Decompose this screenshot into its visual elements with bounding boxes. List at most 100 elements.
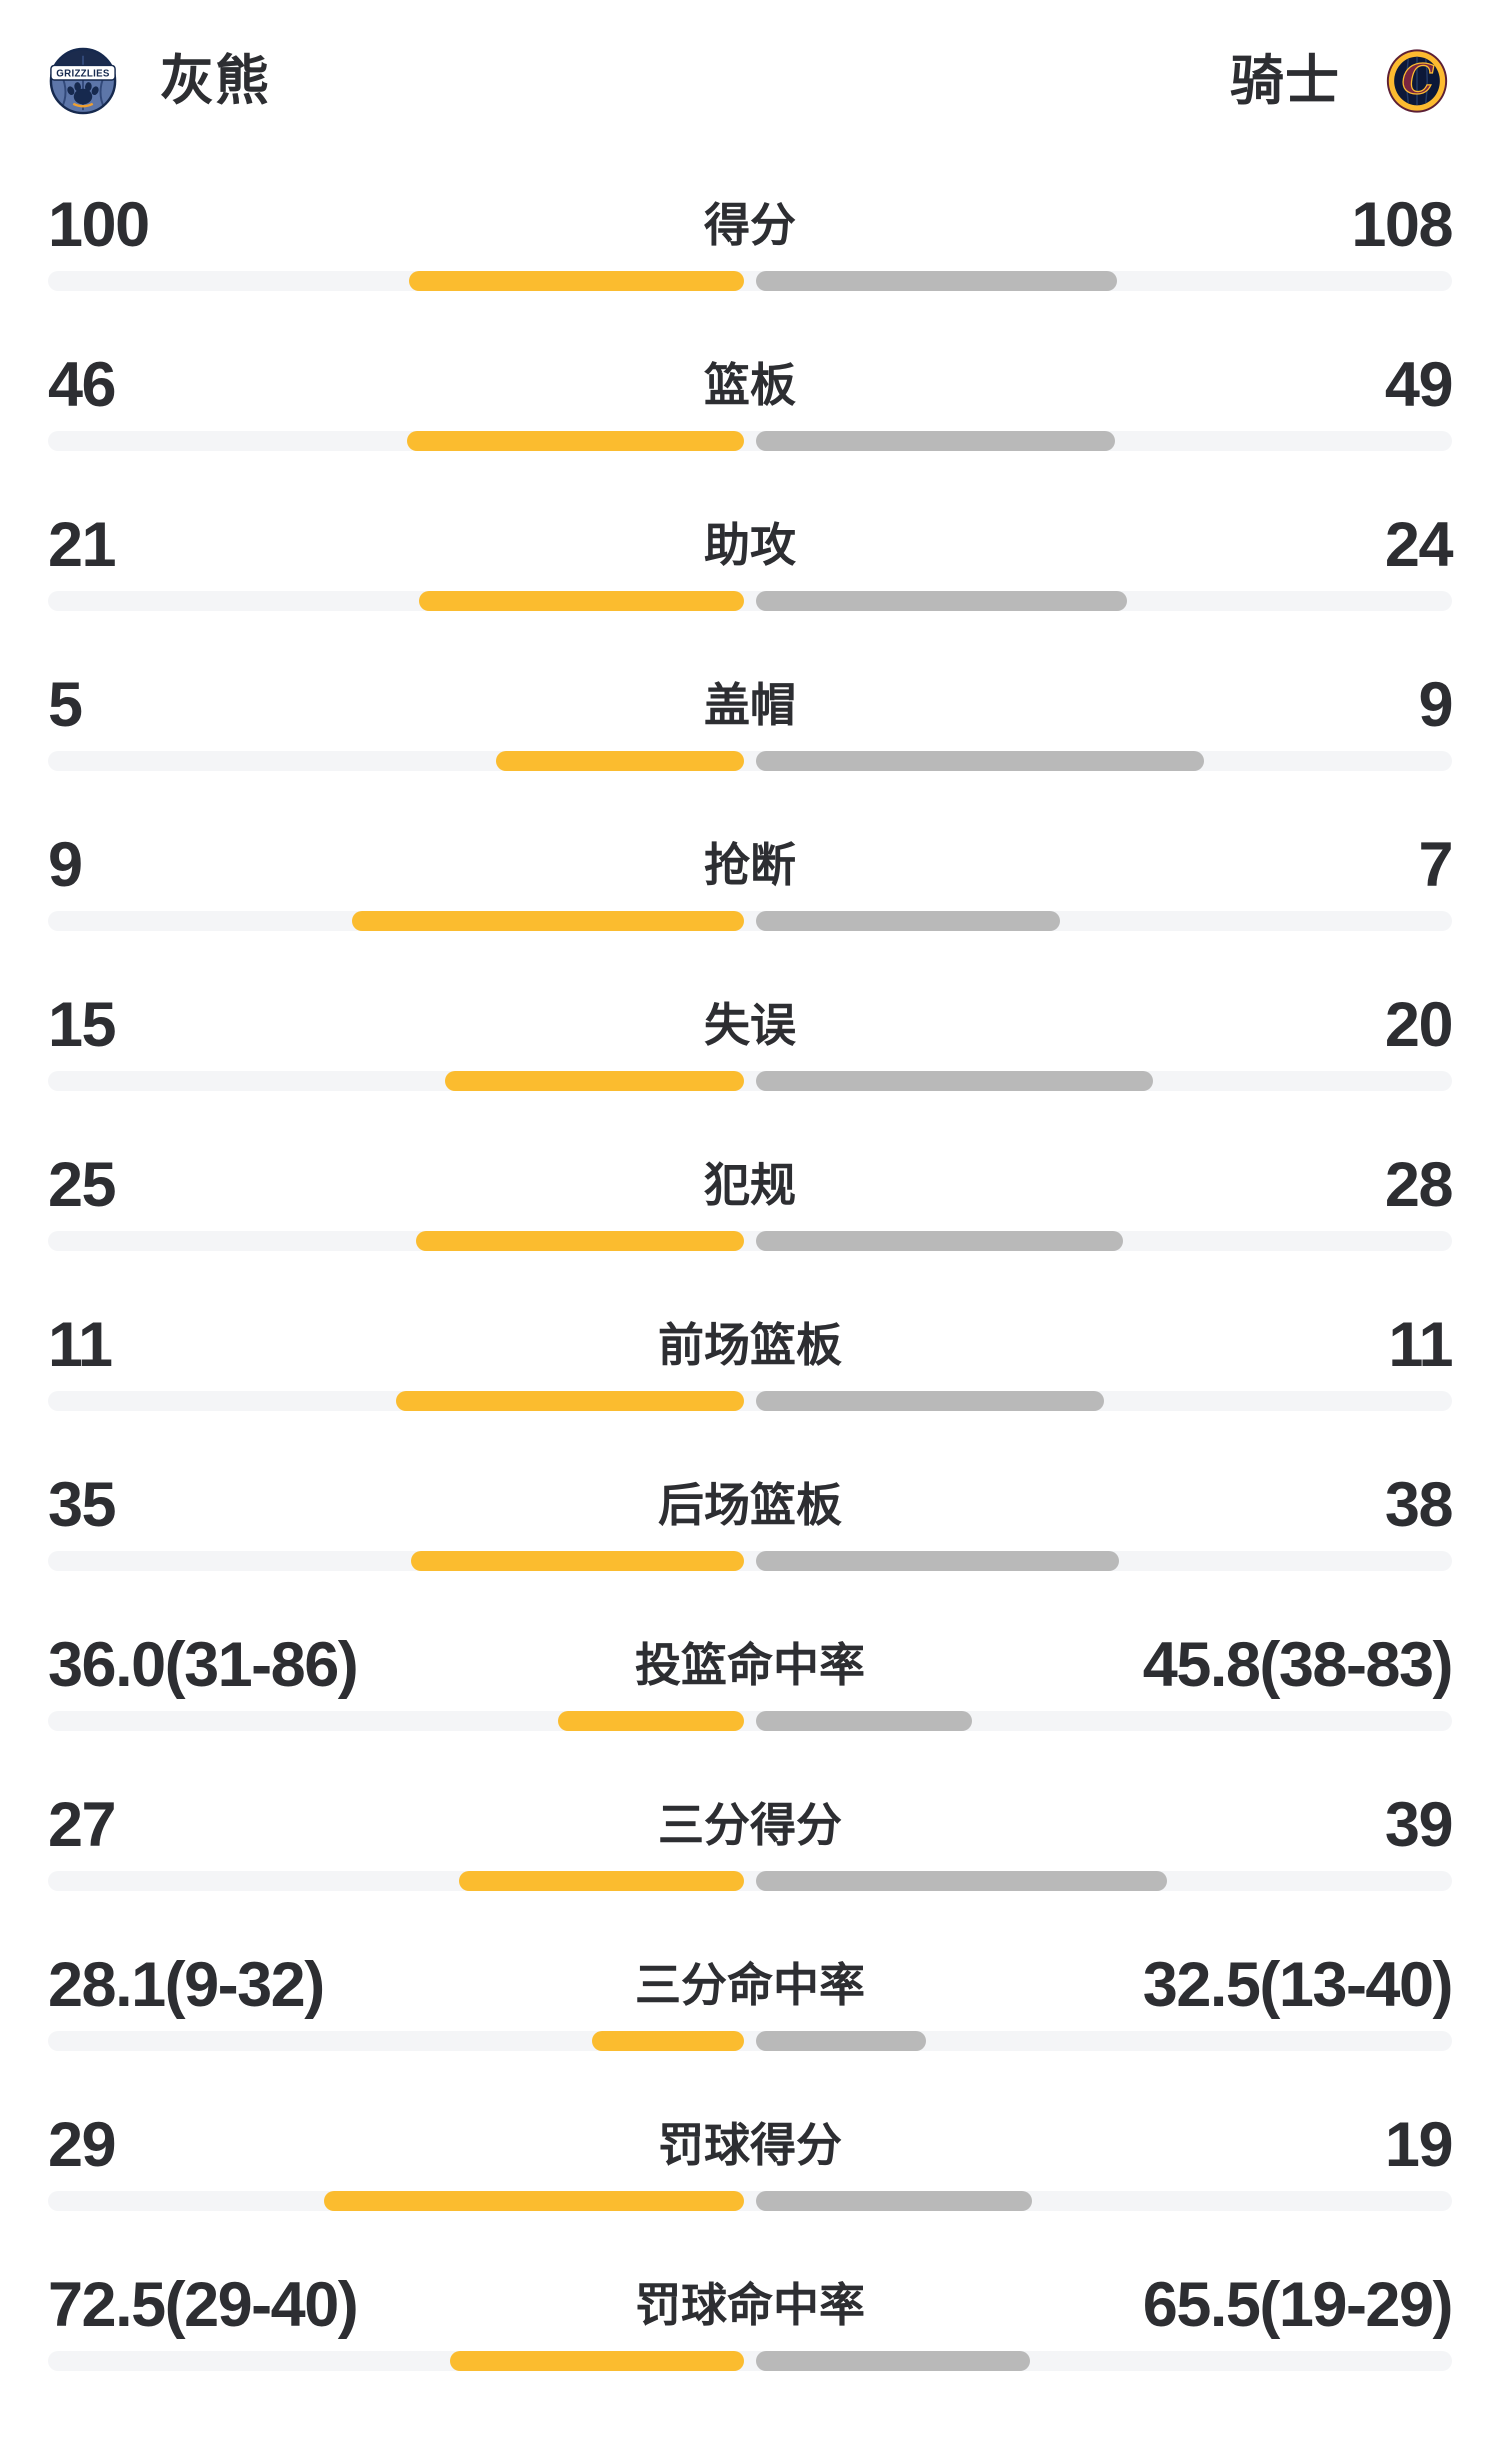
left-team-bar <box>410 1551 744 1571</box>
right-team-value: 11 <box>1388 1309 1453 1380</box>
right-team-value: 49 <box>1384 349 1454 420</box>
left-team-value: 21 <box>48 509 117 580</box>
stats-comparison-list: 100 得分 108 46 篮板 49 21 助攻 24 5 盖帽 9 9 抢断 7 15 失误 20 25 犯规 28… <box>48 189 1454 2431</box>
stat-values-line: 5 盖帽 9 <box>48 669 1454 740</box>
left-team-bar <box>449 2351 744 2371</box>
grizzlies-logo-icon[interactable]: GRIZZLIES <box>48 46 118 116</box>
stat-bar-track <box>48 591 1452 611</box>
stat-label: 得分 <box>704 199 796 251</box>
stat-row: 28.1(9-32) 三分命中率 32.5(13-40) <box>48 1949 1454 2111</box>
stat-values-line: 21 助攻 24 <box>48 509 1454 580</box>
right-team-bar <box>756 1551 1119 1571</box>
right-team-name[interactable]: 骑士 <box>1230 51 1340 111</box>
stat-bar-track <box>48 2351 1452 2371</box>
stat-bar-track <box>48 1551 1452 1571</box>
game-stats-page: GRIZZLIES 灰熊 骑士 C <box>0 45 1500 2431</box>
right-team-value: 9 <box>1418 669 1453 740</box>
left-team-value: 72.5(29-40) <box>48 2269 359 2340</box>
stat-row: 21 助攻 24 <box>48 509 1454 671</box>
right-team-value: 7 <box>1418 829 1453 900</box>
right-team-bar <box>756 271 1118 291</box>
stat-row: 15 失误 20 <box>48 989 1454 1151</box>
stat-bar-track <box>48 431 1452 451</box>
stat-bar-track <box>48 751 1452 771</box>
stat-row: 27 三分得分 39 <box>48 1789 1454 1951</box>
right-team-value: 24 <box>1384 509 1454 580</box>
left-team-bar <box>323 2191 744 2211</box>
stat-values-line: 15 失误 20 <box>48 989 1454 1060</box>
left-team-bar <box>445 1071 744 1091</box>
stat-values-line: 25 犯规 28 <box>48 1149 1454 1220</box>
stat-values-line: 35 后场篮板 38 <box>48 1469 1454 1540</box>
right-team-value: 19 <box>1384 2109 1454 2180</box>
right-team-value: 39 <box>1384 1789 1454 1860</box>
left-team-bar <box>409 271 744 291</box>
stat-label: 抢断 <box>704 839 796 891</box>
right-team-bar <box>756 911 1061 931</box>
stat-bar-track <box>48 1071 1452 1091</box>
right-team-value: 108 <box>1351 189 1453 260</box>
stat-row: 9 抢断 7 <box>48 829 1454 991</box>
left-team-bar <box>418 591 744 611</box>
left-team-value: 35 <box>48 1469 117 1540</box>
left-team-name[interactable]: 灰熊 <box>160 51 270 111</box>
stat-label: 罚球得分 <box>658 2119 842 2171</box>
stat-label: 盖帽 <box>704 679 796 731</box>
stat-bar-track <box>48 1711 1452 1731</box>
stat-values-line: 9 抢断 7 <box>48 829 1454 900</box>
stat-label: 罚球命中率 <box>635 2279 865 2331</box>
right-team-bar <box>756 431 1116 451</box>
stat-bar-track <box>48 2031 1452 2051</box>
stat-label: 犯规 <box>704 1159 796 1211</box>
left-team-header[interactable]: GRIZZLIES 灰熊 <box>48 46 270 116</box>
left-team-value: 25 <box>48 1149 117 1220</box>
stat-row: 11 前场篮板 11 <box>48 1309 1454 1471</box>
stat-row: 46 篮板 49 <box>48 349 1454 511</box>
left-team-bar <box>352 911 744 931</box>
stat-values-line: 11 前场篮板 11 <box>48 1309 1454 1380</box>
teams-header: GRIZZLIES 灰熊 骑士 C <box>48 45 1452 117</box>
left-team-value: 28.1(9-32) <box>48 1949 325 2020</box>
stat-values-line: 36.0(31-86) 投篮命中率 45.8(38-83) <box>48 1629 1454 1700</box>
stat-row: 29 罚球得分 19 <box>48 2109 1454 2271</box>
stat-label: 后场篮板 <box>658 1479 842 1531</box>
left-team-bar <box>495 751 744 771</box>
right-team-value: 38 <box>1384 1469 1454 1540</box>
right-team-bar <box>756 1071 1154 1091</box>
left-team-bar <box>591 2031 744 2051</box>
stat-row: 72.5(29-40) 罚球命中率 65.5(19-29) <box>48 2269 1454 2431</box>
stat-label: 助攻 <box>704 519 796 571</box>
right-team-value: 45.8(38-83) <box>1142 1629 1454 1700</box>
right-team-bar <box>756 591 1127 611</box>
stat-values-line: 100 得分 108 <box>48 189 1454 260</box>
cavaliers-logo-letter: C <box>1402 56 1435 104</box>
right-team-value: 32.5(13-40) <box>1142 1949 1454 2020</box>
cavaliers-logo-icon[interactable]: C <box>1382 46 1452 116</box>
right-team-value: 65.5(19-29) <box>1142 2269 1454 2340</box>
left-team-value: 36.0(31-86) <box>48 1629 359 1700</box>
left-team-value: 46 <box>48 349 117 420</box>
right-team-bar <box>756 1711 972 1731</box>
left-team-value: 29 <box>48 2109 117 2180</box>
left-team-value: 27 <box>48 1789 117 1860</box>
right-team-bar <box>756 751 1204 771</box>
stat-bar-track <box>48 1391 1452 1411</box>
stat-bar-track <box>48 2191 1452 2211</box>
stat-bar-track <box>48 1231 1452 1251</box>
left-team-bar <box>415 1231 744 1251</box>
right-team-header[interactable]: 骑士 C <box>1230 46 1452 116</box>
stat-values-line: 46 篮板 49 <box>48 349 1454 420</box>
stat-row: 25 犯规 28 <box>48 1149 1454 1311</box>
stat-label: 篮板 <box>704 359 796 411</box>
stat-values-line: 27 三分得分 39 <box>48 1789 1454 1860</box>
left-team-value: 15 <box>48 989 117 1060</box>
stat-row: 100 得分 108 <box>48 189 1454 351</box>
stat-label: 投篮命中率 <box>635 1639 865 1691</box>
stat-bar-track <box>48 1871 1452 1891</box>
left-team-bar <box>407 431 744 451</box>
stat-label: 失误 <box>704 999 796 1051</box>
right-team-bar <box>756 1391 1104 1411</box>
stat-values-line: 72.5(29-40) 罚球命中率 65.5(19-29) <box>48 2269 1454 2340</box>
grizzlies-logo-text: GRIZZLIES <box>56 69 110 80</box>
right-team-value: 28 <box>1384 1149 1454 1220</box>
